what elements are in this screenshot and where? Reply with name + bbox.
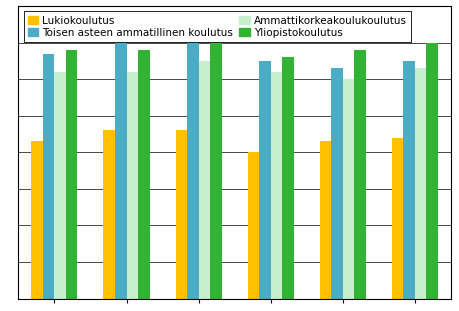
Bar — [247, 152, 258, 299]
Bar — [187, 35, 198, 299]
Bar — [210, 43, 221, 299]
Bar — [342, 79, 353, 299]
Bar — [138, 50, 149, 299]
Bar — [198, 61, 210, 299]
Bar — [126, 72, 138, 299]
Bar — [54, 72, 66, 299]
Bar — [66, 50, 77, 299]
Bar — [353, 50, 365, 299]
Bar — [175, 131, 187, 299]
Bar — [31, 142, 43, 299]
Bar — [425, 43, 437, 299]
Bar — [330, 68, 342, 299]
Legend: Lukiokoulutus, Toisen asteen ammatillinen koulutus, Ammattikorkeakoulukoulutus, : Lukiokoulutus, Toisen asteen ammatilline… — [23, 12, 410, 42]
Bar — [115, 35, 126, 299]
Bar — [43, 54, 54, 299]
Bar — [414, 68, 425, 299]
Bar — [258, 61, 270, 299]
Bar — [270, 72, 281, 299]
Bar — [391, 138, 403, 299]
Bar — [403, 61, 414, 299]
Bar — [103, 131, 115, 299]
Bar — [319, 142, 330, 299]
Bar — [281, 57, 293, 299]
